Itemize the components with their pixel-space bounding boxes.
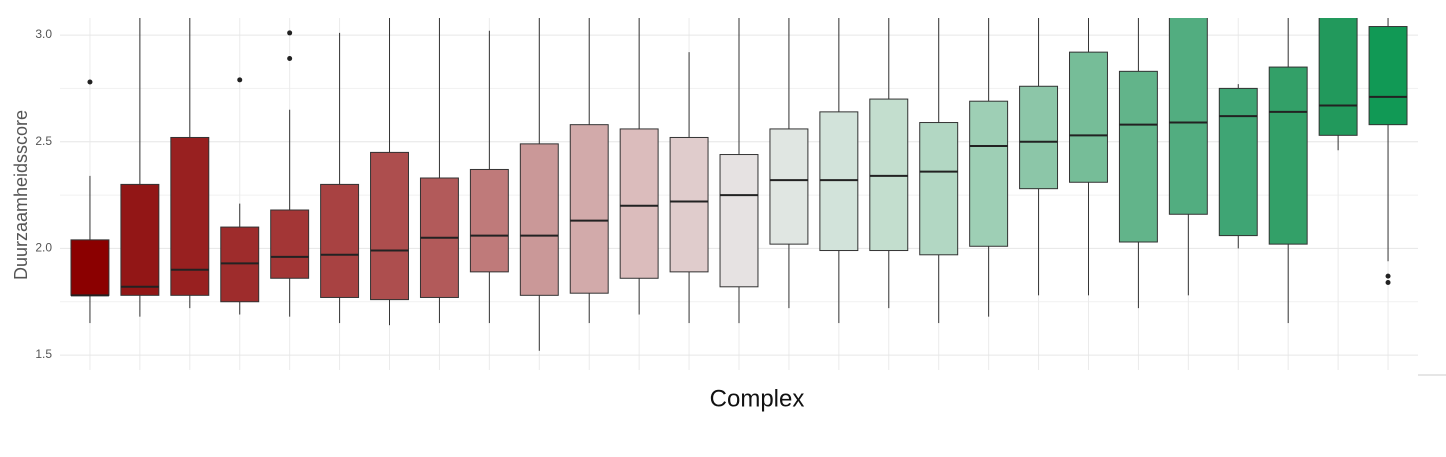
box: [1168, 18, 1208, 215]
y-axis-label: Duurzaamheidsscore: [11, 110, 31, 280]
box: [569, 124, 609, 294]
outlier: [237, 77, 243, 83]
outlier: [1385, 280, 1391, 286]
x-axis-label: Complex: [710, 385, 805, 412]
box: [1218, 87, 1258, 237]
box: [220, 226, 260, 303]
outlier: [287, 56, 293, 62]
box: [1368, 26, 1408, 126]
box: [519, 143, 559, 296]
box: [719, 154, 759, 288]
box: [919, 122, 959, 256]
box: [370, 151, 409, 301]
box: [320, 183, 360, 298]
box: [869, 98, 909, 252]
plot-area: [70, 18, 1408, 351]
outlier: [1385, 273, 1391, 279]
box: [469, 168, 509, 273]
box: [1318, 18, 1358, 136]
box: [1069, 51, 1108, 183]
box: [669, 136, 709, 273]
y-tick-label: 2.0: [35, 241, 52, 255]
outlier: [87, 79, 93, 85]
box: [819, 111, 859, 252]
box: [769, 128, 809, 245]
box: [1118, 70, 1158, 243]
outlier: [287, 30, 293, 36]
y-tick-label: 1.5: [35, 347, 52, 361]
y-tick-label: 2.5: [35, 134, 52, 148]
box: [969, 100, 1009, 247]
box: [270, 209, 310, 279]
box: [170, 136, 210, 296]
box: [70, 239, 110, 296]
box: [1019, 85, 1059, 190]
box: [1268, 66, 1308, 245]
y-tick-label: 3.0: [35, 27, 52, 41]
box: [619, 128, 659, 279]
box: [120, 183, 160, 296]
